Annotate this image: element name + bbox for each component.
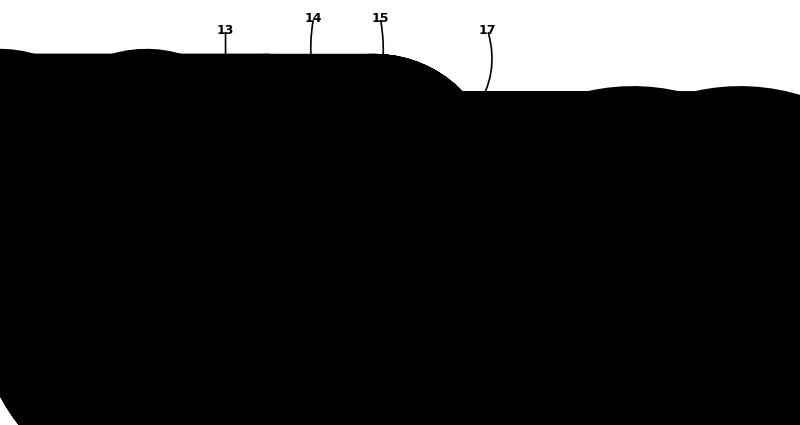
Bar: [78, 242, 158, 354]
Text: 13: 13: [217, 23, 234, 37]
Text: 联合算术码解
码: 联合算术码解 码: [320, 284, 365, 312]
Text: 解调，信
道解码: 解调，信 道解码: [456, 363, 486, 391]
Text: 23: 23: [334, 402, 352, 414]
Text: 二值算术码编
码: 二值算术码编 码: [305, 162, 350, 190]
Text: 21: 21: [474, 402, 490, 414]
Text: 二值化: 二值化: [214, 168, 241, 184]
Bar: [433, 330, 510, 425]
Bar: [433, 252, 567, 314]
Text: 18: 18: [516, 145, 534, 159]
Text: 信道编
码，调制: 信道编 码，调制: [456, 162, 486, 190]
Text: 15: 15: [371, 11, 389, 25]
Text: 19: 19: [575, 255, 593, 269]
Text: 14: 14: [305, 11, 322, 25]
Text: 26: 26: [162, 402, 180, 414]
Text: 噪声信道: 噪声信道: [485, 277, 515, 289]
Text: 16: 16: [410, 83, 426, 96]
Bar: [286, 112, 369, 240]
Text: 联合变长
码解码: 联合变长 码解码: [210, 284, 240, 312]
Text: 24: 24: [258, 402, 275, 414]
Text: 估计符号序
列: 估计符号序 列: [99, 284, 136, 312]
Text: 22: 22: [398, 402, 415, 414]
Text: 12: 12: [145, 82, 162, 94]
Text: CABAC 编码器: CABAC 编码器: [183, 108, 248, 121]
Text: 多媒体符号
序列: 多媒体符号 序列: [90, 162, 126, 190]
Text: 20: 20: [513, 303, 530, 317]
Bar: [78, 112, 138, 240]
Bar: [176, 95, 375, 265]
Bar: [433, 112, 510, 240]
Text: CABAC 联合解码器: CABAC 联合解码器: [183, 373, 262, 386]
Text: 17: 17: [478, 23, 496, 37]
Text: 27: 27: [73, 402, 90, 414]
Bar: [185, 242, 265, 354]
Text: 11: 11: [87, 76, 104, 88]
Text: 25: 25: [210, 402, 228, 414]
Bar: [190, 112, 264, 240]
Bar: [288, 242, 397, 354]
Bar: [174, 228, 402, 383]
